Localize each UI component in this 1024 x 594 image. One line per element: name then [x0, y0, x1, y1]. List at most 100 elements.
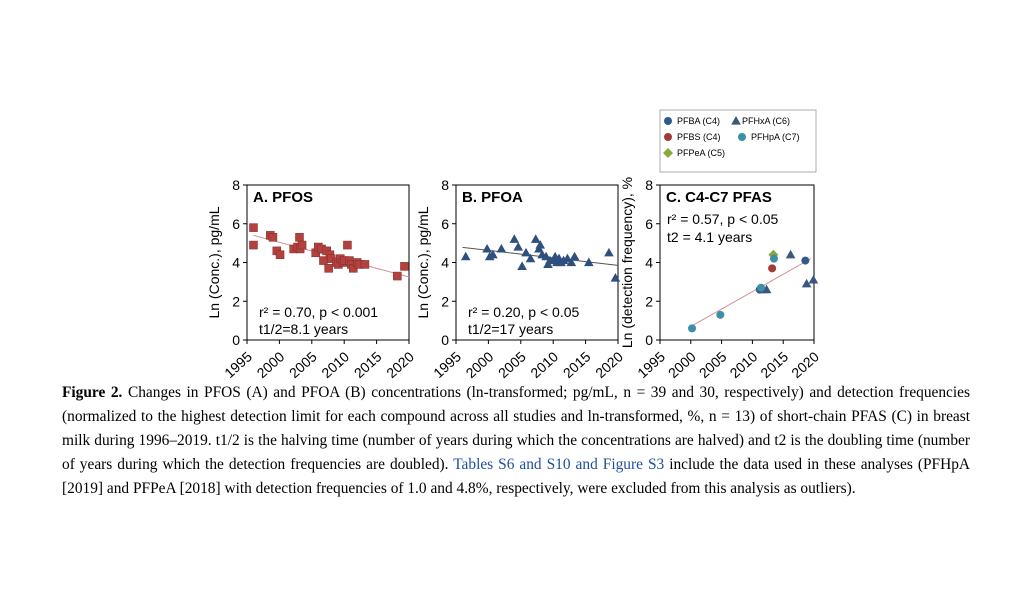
- legend-marker: [664, 117, 672, 125]
- panel-a-data-point: [343, 240, 352, 250]
- panel-a-data-point: [324, 264, 333, 273]
- panel-a-data-point: [275, 250, 285, 259]
- panel-b-data-point: [509, 234, 520, 243]
- legend-marker: [664, 133, 672, 141]
- panel-b-y-axis-label: Ln (Conc.), pg/mL: [415, 206, 431, 318]
- panel-a-y-axis-label: Ln (Conc.), pg/mL: [206, 206, 222, 318]
- panel-c-annotation-time: t2 = 4.1 years: [667, 229, 752, 245]
- panel-c-y-tick-label: 2: [645, 293, 653, 309]
- legend-label: PFHxA (C6): [742, 116, 790, 126]
- panel-c-annotation-stats: r² = 0.57, p < 0.05: [667, 211, 779, 227]
- legend-label: PFPeA (C5): [677, 148, 725, 158]
- panel-a-data-point: [400, 262, 409, 271]
- panel-a-annotation-stats: r² = 0.70, p < 0.001: [259, 304, 378, 320]
- panel-c-data-point: [785, 249, 796, 259]
- panel-a-x-tick-label: 1995: [221, 348, 255, 380]
- panel-a-data-point: [393, 271, 402, 281]
- panel-c-x-tick-label: 2000: [665, 348, 699, 380]
- panel-b-annotation-stats: r² = 0.20, p < 0.05: [468, 304, 580, 320]
- panel-a-data-point: [297, 240, 307, 250]
- legend-label: PFBA (C4): [677, 116, 720, 126]
- panel-b-x-tick-label: 2015: [560, 348, 594, 380]
- panel-b-annotation-time: t1/2=17 years: [468, 321, 553, 337]
- panel-b-data-point: [525, 253, 536, 263]
- panel-b-data-point: [610, 273, 621, 282]
- panel-c-x-tick-label: 2015: [757, 348, 791, 380]
- caption-reference-link[interactable]: Tables S6 and S10 and Figure S3: [453, 456, 665, 473]
- panel-b-data-point: [517, 261, 527, 270]
- panel-b-data-point: [604, 247, 614, 257]
- legend-label: PFBS (C4): [677, 132, 721, 142]
- panel-b-data-point: [521, 247, 531, 257]
- caption-label: Figure 2.: [62, 384, 123, 401]
- panel-b-x-tick-label: 2005: [495, 348, 529, 380]
- panel-b-y-tick-label: 6: [441, 216, 449, 232]
- panel-a-x-tick-label: 2000: [254, 348, 288, 380]
- panel-b-data-point: [566, 257, 577, 267]
- panel-b-x-tick-label: 2000: [463, 348, 497, 380]
- panel-a-y-tick-label: 0: [232, 332, 240, 348]
- panel-b-data-point: [569, 251, 580, 261]
- panel-b-data-point: [460, 251, 471, 261]
- panel-b-x-tick-label: 2010: [527, 348, 561, 380]
- panel-b-data-point: [562, 253, 573, 263]
- panel-b-y-tick-label: 4: [441, 255, 449, 271]
- panel-c-x-tick-label: 2010: [727, 348, 761, 380]
- legend-marker: [731, 116, 741, 125]
- panel-b-data-point: [482, 243, 492, 253]
- panel-c-data-point: [757, 283, 766, 292]
- panel-b-y-tick-label: 2: [441, 293, 449, 309]
- panel-a-data-point: [295, 233, 304, 242]
- panel-c-data-point: [716, 310, 725, 319]
- panel-c-data-point: [688, 324, 697, 333]
- panel-a-data-point: [268, 233, 278, 242]
- panel-c-y-tick-label: 4: [645, 255, 653, 271]
- panel-c-y-tick-label: 0: [645, 332, 653, 348]
- panel-a-data-point: [249, 240, 258, 250]
- panel-a-x-tick-label: 2020: [383, 348, 417, 380]
- panel-b-data-point: [530, 234, 541, 243]
- legend-label: PFHpA (C7): [751, 132, 800, 142]
- panel-b-y-tick-label: 8: [441, 177, 449, 193]
- panel-b-data-point: [513, 242, 524, 251]
- figure-caption: Figure 2. Changes in PFOS (A) and PFOA (…: [62, 381, 970, 501]
- panel-b-data-point: [541, 251, 551, 261]
- legend-marker: [738, 133, 746, 141]
- panel-b-x-tick-label: 1995: [430, 348, 464, 380]
- panel-c-title: C. C4-C7 PFAS: [666, 189, 772, 206]
- panel-c-data-point: [769, 254, 778, 263]
- panel-c-data-point: [808, 274, 819, 284]
- panel-b-data-point: [496, 243, 507, 253]
- panel-a-y-tick-label: 2: [232, 293, 240, 309]
- panel-c-y-tick-label: 6: [645, 216, 653, 232]
- panel-c-y-axis-label: Ln (detection frequency), %: [619, 177, 635, 348]
- panel-c-trend-line: [690, 258, 812, 327]
- panel-b-y-tick-label: 0: [441, 332, 449, 348]
- panel-a-y-tick-label: 6: [232, 216, 240, 232]
- panel-a-y-tick-label: 4: [232, 255, 240, 271]
- panel-b-data-point: [535, 240, 546, 249]
- panel-b-data-point: [584, 257, 594, 267]
- panel-c-frame: [659, 184, 815, 341]
- panel-a-data-point: [249, 223, 258, 232]
- caption-text-1: Changes in PFOS (A) and PFOA (B) concent…: [62, 384, 970, 473]
- panel-c-x-tick-label: 2005: [696, 348, 730, 380]
- panel-a-title: A. PFOS: [253, 189, 313, 206]
- panel-c-data-point: [761, 284, 772, 294]
- panel-c-x-tick-label: 2020: [788, 348, 822, 380]
- panel-a-y-tick-label: 8: [232, 177, 240, 193]
- panel-c-data-point: [801, 256, 810, 265]
- panel-c-x-tick-label: 1995: [634, 348, 668, 380]
- panel-c-data-point: [768, 264, 777, 273]
- panel-c-data-point: [801, 278, 812, 288]
- panel-b-title: B. PFOA: [462, 189, 523, 206]
- panel-a-x-tick-label: 2010: [318, 348, 352, 380]
- panel-b-data-point: [488, 249, 498, 259]
- panel-c-y-tick-label: 8: [645, 177, 653, 193]
- panel-a-data-point: [360, 260, 370, 269]
- caption-text-2: include the data used in these analyses …: [62, 456, 971, 497]
- panel-b-x-tick-label: 2020: [592, 348, 626, 380]
- panel-a-x-tick-label: 2005: [286, 348, 320, 380]
